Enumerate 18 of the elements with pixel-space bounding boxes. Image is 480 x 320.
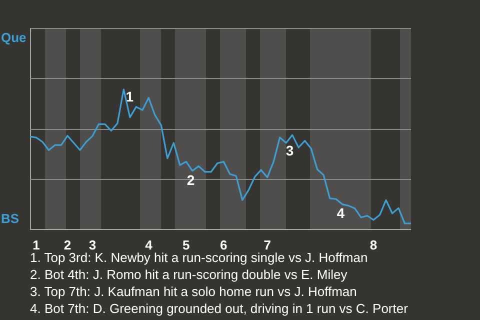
x-tick-label: 1 (32, 237, 40, 252)
text: Que (1, 30, 26, 45)
annotation: 3 (286, 142, 294, 158)
text: BS (1, 211, 20, 226)
annotation: 2 (186, 172, 195, 188)
x-tick-label: 3 (88, 237, 96, 252)
x-tick-label: 5 (182, 237, 190, 252)
x-tick-label: 6 (220, 237, 228, 252)
text: 1. Top 3rd: K. Newby hit a run-scoring single vs J. Hoffman (30, 250, 368, 265)
x-tick-label: 2 (64, 237, 72, 252)
x-tick-label: 7 (264, 237, 271, 252)
text: 2. Bot 4th: J. Romo hit a run-scoring double vs E. Miley (30, 266, 348, 283)
x-tick-label: 8 (370, 237, 378, 252)
x-tick-label: 4 (145, 237, 154, 252)
text: 3. Top 7th: J. Kaufman hit a solo home run vs J. Hoffman (30, 283, 358, 300)
annotation: 1 (126, 88, 134, 104)
annotation: 4 (336, 205, 345, 222)
text: 4. Bot 7th: D. Greening grounded out, driving in 1 run vs C. Porter (30, 300, 408, 317)
